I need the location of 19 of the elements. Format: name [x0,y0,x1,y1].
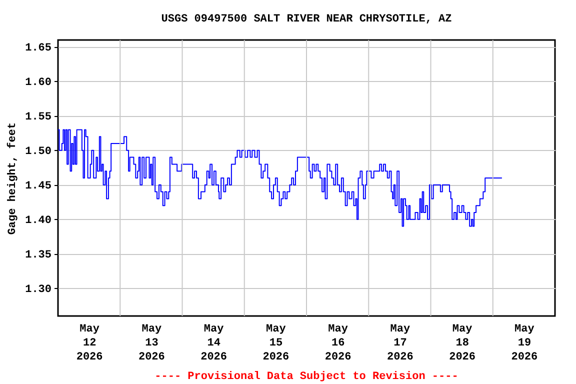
y-tick-label: 1.50 [25,146,52,158]
chart-title: USGS 09497500 SALT RIVER NEAR CHRYSOTILE, AZ [161,14,452,26]
y-tick-label: 1.60 [25,76,52,89]
y-tick-label: 1.65 [25,42,52,54]
y-tick-label: 1.55 [25,111,52,124]
y-tick-label: 1.40 [25,214,52,227]
x-tick-label: May 13 2026 [138,324,165,364]
y-axis-title: Gage height, feet [6,122,20,235]
x-tick-label: May 19 2026 [511,324,538,364]
x-tick-label: May 12 2026 [76,324,103,364]
x-tick-label: May 15 2026 [262,324,290,364]
y-tick-label: 1.30 [25,284,52,296]
text: ---- Provisional Data Subject to Revision ---- [154,371,458,383]
y-tick-label: 1.45 [25,180,52,192]
x-tick-label: May 17 2026 [386,324,414,364]
x-tick-label: May 16 2026 [324,324,352,364]
x-tick-label: May 18 2026 [449,324,476,364]
y-tick-label: 1.35 [25,249,52,262]
x-tick-label: May 14 2026 [200,324,228,364]
